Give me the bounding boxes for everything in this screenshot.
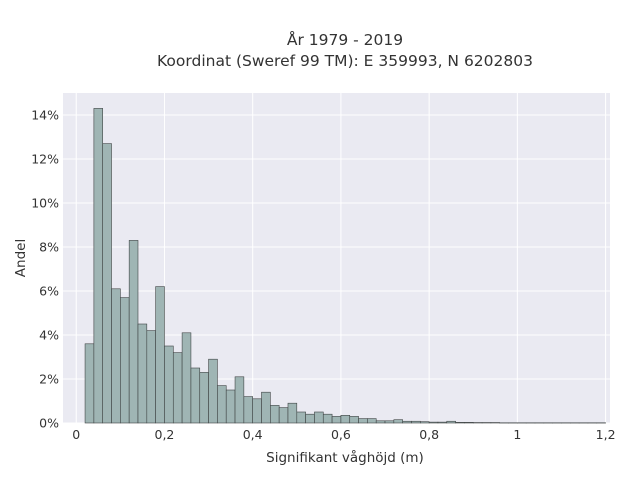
histogram-bar bbox=[164, 345, 174, 424]
histogram-bar bbox=[261, 391, 271, 424]
y-tick-label: 8% bbox=[39, 240, 59, 255]
y-tick-label: 6% bbox=[39, 284, 59, 299]
x-tick-label: 1,2 bbox=[596, 427, 616, 442]
histogram-bar bbox=[84, 343, 95, 424]
histogram-bar bbox=[181, 332, 192, 424]
histogram-bar bbox=[393, 419, 403, 424]
histogram-bar bbox=[322, 413, 333, 424]
y-tick-label: 4% bbox=[39, 328, 59, 343]
histogram-bar bbox=[437, 421, 448, 424]
histogram-bar bbox=[305, 413, 315, 424]
histogram-bar bbox=[411, 420, 421, 424]
histogram-bar bbox=[252, 398, 262, 424]
chart-title-line-2: Koordinat (Sweref 99 TM): E 359993, N 62… bbox=[157, 52, 533, 70]
histogram-bar bbox=[270, 405, 280, 424]
histogram-bar bbox=[120, 297, 130, 424]
histogram-bar bbox=[464, 422, 474, 424]
histogram-bar bbox=[243, 396, 253, 424]
y-tick-label: 2% bbox=[39, 372, 59, 387]
histogram-bar bbox=[358, 418, 368, 424]
histogram-bar bbox=[375, 420, 386, 424]
x-tick-label: 0,4 bbox=[243, 427, 263, 442]
histogram-bar bbox=[155, 286, 165, 424]
y-tick-label: 10% bbox=[31, 196, 59, 211]
histogram-bar bbox=[296, 411, 306, 424]
histogram-bar bbox=[314, 411, 324, 424]
histogram-bar bbox=[208, 358, 218, 424]
x-tick-label: 0 bbox=[72, 427, 80, 442]
y-tick-label: 14% bbox=[31, 108, 59, 123]
x-tick-label: 0,2 bbox=[155, 427, 175, 442]
histogram-bar bbox=[93, 108, 104, 424]
histogram-bar bbox=[172, 352, 183, 424]
chart-title-line-1: År 1979 - 2019 bbox=[287, 30, 403, 49]
histogram-bar bbox=[278, 407, 289, 424]
histogram-bar bbox=[137, 323, 148, 424]
y-tick-label: 0% bbox=[39, 416, 59, 431]
histogram-bar bbox=[102, 143, 112, 424]
histogram-bar bbox=[349, 416, 359, 424]
histogram-bar bbox=[428, 421, 439, 424]
histogram-bar bbox=[234, 376, 245, 424]
y-tick-label: 12% bbox=[31, 152, 59, 167]
histogram-bar bbox=[446, 420, 456, 424]
tick-labels: 0 0,2 0,4 0,6 0,8 1 1,2 0% 2% 4% 6% 8% 10% 12% 14% bbox=[31, 108, 615, 443]
histogram-bar bbox=[340, 414, 351, 424]
x-tick-label: 0,8 bbox=[419, 427, 439, 442]
histogram-bar bbox=[146, 330, 156, 424]
x-tick-label: 1 bbox=[513, 427, 521, 442]
histogram-bar bbox=[128, 240, 139, 424]
histogram-bar bbox=[217, 385, 227, 424]
histogram-bar bbox=[287, 402, 298, 424]
histogram-bar bbox=[225, 389, 236, 424]
histogram-bar bbox=[367, 418, 377, 424]
histogram-bar bbox=[384, 420, 395, 424]
histogram-bar bbox=[331, 416, 342, 424]
histogram-bar bbox=[402, 420, 412, 424]
histogram-bar bbox=[190, 367, 201, 424]
histogram-bars bbox=[84, 108, 606, 424]
histogram-bar bbox=[420, 421, 430, 424]
histogram-bar bbox=[455, 422, 465, 424]
histogram-bar bbox=[111, 288, 121, 424]
histogram-bar bbox=[199, 372, 209, 424]
x-tick-label: 0,6 bbox=[331, 427, 351, 442]
x-axis-label: Signifikant våghöjd (m) bbox=[266, 449, 424, 466]
y-axis-label: Andel bbox=[13, 239, 29, 277]
